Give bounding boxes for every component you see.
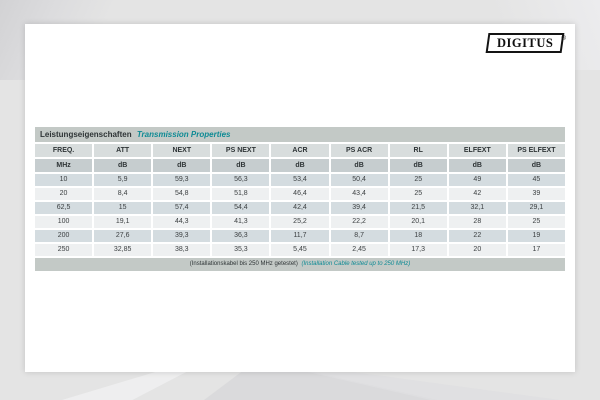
registered-trademark-symbol: ® (561, 36, 566, 42)
table-cell: 32,1 (448, 202, 506, 214)
table-cell: 22 (448, 230, 506, 242)
table-cell: 54,8 (153, 188, 211, 200)
table-title-bar: Leistungseigenschaften Transmission Prop… (35, 127, 565, 142)
table-cell: 25 (389, 174, 447, 186)
table-cell: 32,85 (94, 244, 152, 256)
table-cell: 46,4 (271, 188, 329, 200)
table-cell: 10 (35, 174, 93, 186)
table-cell: 53,4 (271, 174, 329, 186)
table-cell: 38,3 (153, 244, 211, 256)
table-cell: 25 (507, 216, 565, 228)
unit-cell: dB (271, 159, 329, 172)
unit-cell: MHz (35, 159, 93, 172)
column-header-elfext: ELFEXT (448, 144, 506, 157)
table-cell: 15 (94, 202, 152, 214)
table-cell: 42 (448, 188, 506, 200)
unit-cell: dB (330, 159, 388, 172)
column-header-acr: ACR (271, 144, 329, 157)
table-cell: 25 (389, 188, 447, 200)
datasheet-page: DIGITUS ® Leistungseigenschaften Transmi… (25, 24, 575, 372)
table-cell: 50,4 (330, 174, 388, 186)
table-cell: 44,3 (153, 216, 211, 228)
table-cell: 5,45 (271, 244, 329, 256)
table-cell: 25,2 (271, 216, 329, 228)
table-cell: 20,1 (389, 216, 447, 228)
footnote-en: (Installation Cable tested up to 250 MHz… (301, 261, 411, 267)
table-cell: 43,4 (330, 188, 388, 200)
table-cell: 5,9 (94, 174, 152, 186)
table-cell: 22,2 (330, 216, 388, 228)
table-cell: 2,45 (330, 244, 388, 256)
table-cell: 200 (35, 230, 93, 242)
unit-cell: dB (94, 159, 152, 172)
table-cell: 51,8 (212, 188, 270, 200)
table-cell: 42,4 (271, 202, 329, 214)
table-cell: 19,1 (94, 216, 152, 228)
transmission-properties-table: Leistungseigenschaften Transmission Prop… (35, 127, 565, 271)
column-header-att: ATT (94, 144, 152, 157)
digitus-logo-frame: DIGITUS ® (485, 33, 566, 53)
table-footnote-bar: (Installationskabel bis 250 MHz getestet… (35, 258, 565, 271)
unit-cell: dB (212, 159, 270, 172)
table-cell: 250 (35, 244, 93, 256)
table-title-de: Leistungseigenschaften (40, 130, 132, 139)
table-cell: 41,3 (212, 216, 270, 228)
table-cell: 45 (507, 174, 565, 186)
table-cell: 39,4 (330, 202, 388, 214)
table-cell: 49 (448, 174, 506, 186)
table-cell: 17 (507, 244, 565, 256)
table-cell: 39 (507, 188, 565, 200)
digitus-logo-text: DIGITUS (496, 36, 553, 50)
table-cell: 20 (35, 188, 93, 200)
table-cell: 29,1 (507, 202, 565, 214)
table-cell: 35,3 (212, 244, 270, 256)
column-header-ps-acr: PS ACR (330, 144, 388, 157)
digitus-logo: DIGITUS ® (485, 33, 566, 53)
table-cell: 18 (389, 230, 447, 242)
column-header-freq: FREQ. (35, 144, 93, 157)
column-header-ps-next: PS NEXT (212, 144, 270, 157)
table-cell: 20 (448, 244, 506, 256)
table-cell: 21,5 (389, 202, 447, 214)
unit-cell: dB (389, 159, 447, 172)
column-header-rl: RL (389, 144, 447, 157)
column-header-ps-elfext: PS ELFEXT (507, 144, 565, 157)
table-cell: 11,7 (271, 230, 329, 242)
table-cell: 57,4 (153, 202, 211, 214)
table-cell: 56,3 (212, 174, 270, 186)
table-title-en: Transmission Properties (136, 130, 231, 139)
table-grid: FREQ. ATT NEXT PS NEXT ACR PS ACR RL ELF… (35, 144, 565, 256)
table-cell: 54,4 (212, 202, 270, 214)
unit-cell: dB (507, 159, 565, 172)
footnote-de: (Installationskabel bis 250 MHz getestet… (189, 261, 298, 267)
table-cell: 100 (35, 216, 93, 228)
table-cell: 8,7 (330, 230, 388, 242)
table-cell: 28 (448, 216, 506, 228)
table-cell: 59,3 (153, 174, 211, 186)
table-cell: 17,3 (389, 244, 447, 256)
unit-cell: dB (153, 159, 211, 172)
table-cell: 62,5 (35, 202, 93, 214)
table-cell: 36,3 (212, 230, 270, 242)
table-cell: 39,3 (153, 230, 211, 242)
column-header-next: NEXT (153, 144, 211, 157)
unit-cell: dB (448, 159, 506, 172)
table-cell: 8,4 (94, 188, 152, 200)
table-cell: 19 (507, 230, 565, 242)
table-cell: 27,6 (94, 230, 152, 242)
